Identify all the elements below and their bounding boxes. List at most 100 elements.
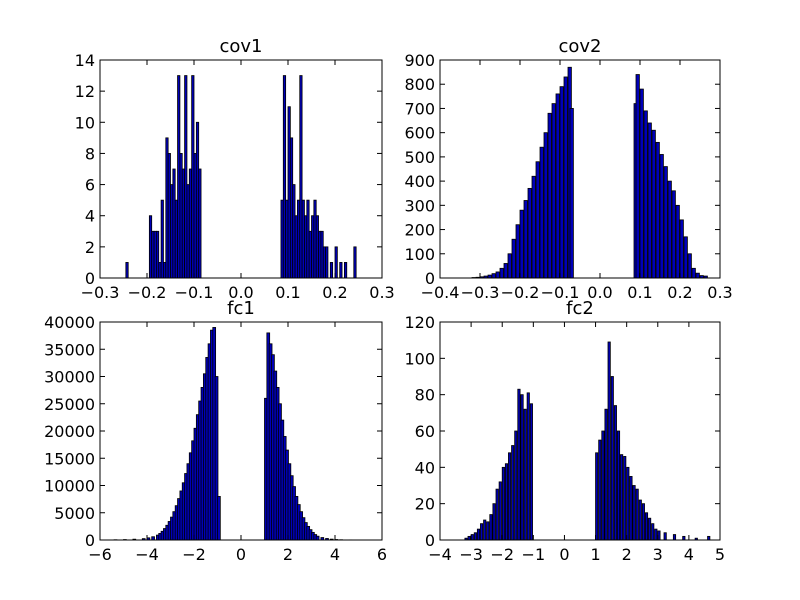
histogram-bar — [339, 262, 343, 279]
histogram-bar — [651, 129, 656, 279]
histogram-bar — [610, 376, 614, 541]
x-tick-label: −0.2 — [128, 283, 167, 302]
histogram-bar — [559, 86, 564, 279]
histogram-bar — [675, 204, 680, 279]
x-tick-label: 0 — [236, 545, 246, 564]
x-tick-label: 2 — [622, 545, 632, 564]
chart-title: cov1 — [219, 36, 262, 57]
x-tick-label: 4 — [330, 545, 340, 564]
x-tick-label: 5 — [715, 545, 725, 564]
histogram-bar — [613, 405, 617, 541]
x-tick-label: −2 — [182, 545, 206, 564]
histogram-bar — [491, 273, 496, 279]
histogram-bar — [601, 430, 605, 541]
y-tick-label: 8 — [85, 144, 95, 163]
histogram-bar — [641, 503, 645, 541]
histogram-bar — [315, 535, 320, 541]
y-tick-label: 900 — [404, 51, 435, 70]
x-tick-label: 4 — [684, 545, 694, 564]
x-tick-label: −0.1 — [541, 283, 580, 302]
y-tick-label: 25000 — [44, 395, 95, 414]
histogram-bar — [514, 430, 518, 541]
histogram-bar — [672, 534, 677, 541]
y-tick-label: 2 — [85, 238, 95, 257]
axes-frame — [439, 59, 721, 279]
x-tick-label: −4 — [135, 545, 159, 564]
x-tick-label: 2 — [283, 545, 293, 564]
histogram-bar — [495, 271, 500, 279]
histogram-bar — [659, 154, 664, 279]
histogram-bar — [515, 224, 520, 279]
histogram-bar — [551, 103, 556, 279]
x-tick-label: 0.3 — [707, 283, 732, 302]
y-tick-label: 5000 — [54, 504, 95, 523]
x-tick-label: −6 — [88, 545, 112, 564]
histogram-bar — [639, 88, 644, 279]
histogram-bar — [486, 521, 490, 541]
histogram-bar — [626, 466, 630, 541]
x-tick-label: 0.2 — [667, 283, 692, 302]
y-tick-label: 400 — [404, 172, 435, 191]
y-tick-label: 0 — [85, 531, 95, 550]
histogram-bar — [495, 488, 499, 541]
y-tick-label: 60 — [415, 422, 435, 441]
y-tick-label: 20 — [415, 495, 435, 514]
histogram-bar — [523, 408, 527, 541]
histogram-panel-cov2: −0.4 −0.3 −0.2 −0.1 0.0 0.1 0.2 0.3 0 100 200 300 40… — [404, 36, 732, 302]
y-tick-label: 300 — [404, 196, 435, 215]
x-tick-label: 0 — [559, 545, 569, 564]
histogram-bar — [526, 392, 530, 541]
y-tick-label: 100 — [404, 349, 435, 368]
histogram-bar — [473, 532, 477, 541]
y-tick-label: 30000 — [44, 368, 95, 387]
x-tick-label: −0.1 — [175, 283, 214, 302]
histogram-bar — [519, 209, 524, 279]
histogram-bar — [504, 463, 509, 541]
x-tick-label: 3 — [653, 545, 663, 564]
histogram-bar — [511, 445, 515, 541]
histogram-bar — [635, 74, 640, 279]
x-tick-label: −0.3 — [461, 283, 500, 302]
histogram-bar — [595, 452, 599, 541]
histogram-bar — [503, 263, 508, 279]
histogram-bar — [492, 503, 496, 541]
histogram-bar — [217, 495, 221, 541]
histogram-bar — [638, 499, 642, 541]
histogram-bar — [517, 388, 521, 541]
y-tick-label: 12 — [75, 82, 95, 101]
histogram-bar — [480, 523, 484, 541]
histogram-bar — [501, 466, 505, 541]
histogram-bar — [683, 236, 688, 279]
histogram-bar — [643, 110, 648, 279]
x-tick-label: 0.2 — [322, 283, 347, 302]
histogram-panel-fc2: −4 −3 −2 −1 0 1 2 3 4 5 0 20 40 60 80 100 120 fc2 — [404, 298, 725, 564]
y-tick-label: 120 — [404, 313, 435, 332]
axes-frame — [439, 321, 721, 541]
chart-title: fc1 — [227, 298, 255, 319]
axes-frame — [99, 59, 383, 279]
x-tick-label: −1 — [522, 545, 546, 564]
histogram-bar — [198, 168, 202, 279]
x-tick-label: 0.0 — [228, 283, 253, 302]
x-tick-label: 0.0 — [587, 283, 612, 302]
histogram-bar — [547, 112, 552, 279]
y-tick-label: 80 — [415, 386, 435, 405]
histogram-bar — [523, 200, 528, 279]
y-tick-label: 10000 — [44, 477, 95, 496]
histogram-bar — [598, 439, 602, 541]
histogram-bar — [125, 262, 129, 279]
y-tick-label: 15000 — [44, 449, 95, 468]
x-tick-label: −4 — [428, 545, 452, 564]
y-tick-label: 14 — [75, 51, 95, 70]
histogram-bar — [499, 267, 504, 279]
y-tick-label: 0 — [85, 269, 95, 288]
histogram-bar — [531, 175, 536, 279]
histogram-bar — [529, 403, 533, 541]
x-tick-label: 0.1 — [627, 283, 652, 302]
histogram-panel-fc1: −6 −4 −2 0 2 4 6 0 5000 10000 15000 20000 25000 30000… — [44, 298, 387, 564]
histogram-bar — [671, 190, 676, 279]
y-tick-label: 20000 — [44, 422, 95, 441]
histogram-bar — [635, 488, 639, 541]
histogram-bar — [623, 456, 627, 541]
